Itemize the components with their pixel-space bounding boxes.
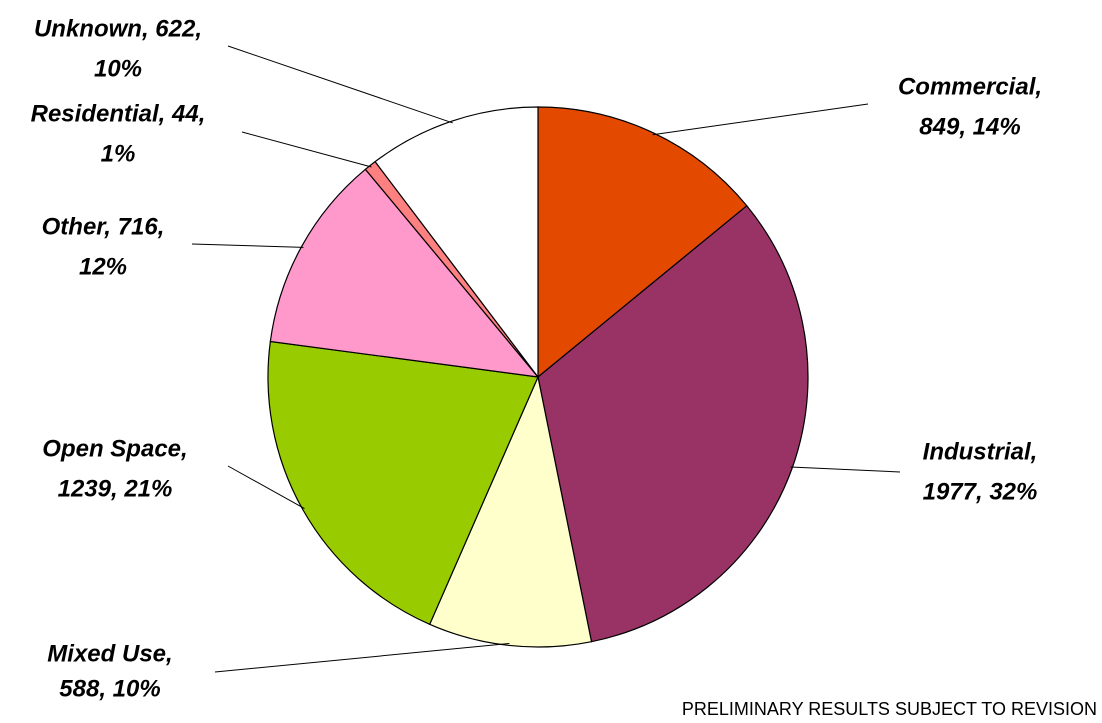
leader-line [652, 103, 869, 136]
pie-slice [374, 106, 539, 379]
slice-label: Industrial, [923, 438, 1038, 465]
pie-slice [269, 168, 540, 378]
leader-line [214, 642, 510, 673]
note: PRELIMINARY RESULTS SUBJECT TO REVISION [682, 699, 1097, 719]
slice-label: 1977, 32% [923, 478, 1038, 505]
pie-slice [267, 340, 539, 626]
slice-label: Other, 716, [42, 213, 165, 240]
slice-label: 1% [101, 140, 136, 167]
pie-slice [428, 375, 593, 648]
slice-label: 849, 14% [919, 113, 1020, 140]
slice-label: 10% [94, 55, 142, 82]
slice-label: Unknown, 622, [34, 15, 202, 42]
pie-slice [537, 106, 748, 379]
leader-line [227, 465, 305, 509]
leader-line [790, 466, 901, 473]
leader-line [191, 243, 304, 248]
slice-label: 588, 10% [59, 675, 160, 702]
slice-label: Open Space, [42, 435, 187, 462]
slice-label: 1239, 21% [58, 475, 173, 502]
slice-label: 12% [79, 253, 127, 280]
slice-label: Residential, 44, [31, 100, 206, 127]
leader-line [241, 131, 372, 168]
pie-slice [537, 204, 809, 643]
slice-label: Mixed Use, [47, 640, 172, 667]
slice-label: Commercial, [898, 73, 1042, 100]
leader-line [227, 45, 453, 124]
